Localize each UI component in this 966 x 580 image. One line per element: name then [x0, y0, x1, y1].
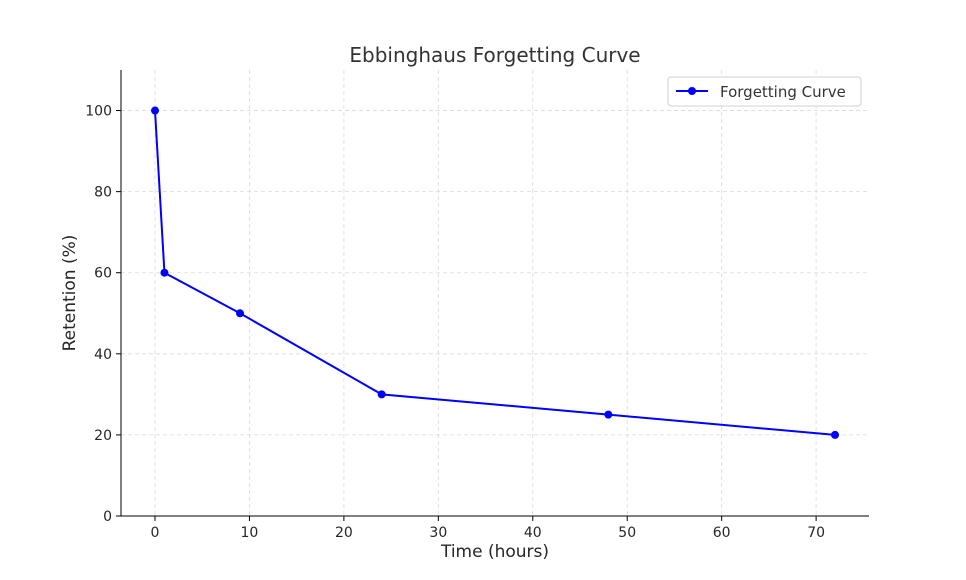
- legend-box: [667, 76, 862, 107]
- x-tick-label: 60: [713, 525, 731, 541]
- chart-title: Ebbinghaus Forgetting Curve: [349, 43, 640, 67]
- y-tick-label: 100: [85, 104, 112, 120]
- x-tick-label: 70: [807, 525, 825, 541]
- data-point: [831, 430, 839, 439]
- data-point: [236, 309, 244, 318]
- data-point: [604, 410, 613, 419]
- legend-label: Forgetting Curve: [720, 83, 846, 101]
- x-tick-label: 50: [618, 525, 636, 541]
- data-point: [377, 390, 386, 399]
- x-tick-label: 10: [241, 525, 259, 541]
- x-tick-label: 40: [524, 525, 542, 541]
- legend-marker-icon: [688, 87, 696, 95]
- series-line: [154, 110, 836, 436]
- legend: Forgetting Curve: [667, 76, 862, 107]
- grid-lines: [121, 70, 869, 517]
- x-axis-label: Time (hours): [440, 542, 549, 562]
- data-point: [160, 268, 169, 277]
- data-point: [151, 106, 159, 115]
- x-tick-label: 30: [429, 525, 447, 541]
- y-tick-label: 0: [103, 509, 112, 525]
- y-tick-label: 40: [94, 347, 112, 363]
- data-series: [151, 106, 839, 439]
- y-tick-label: 60: [94, 266, 112, 282]
- y-tick-label: 80: [94, 185, 112, 201]
- axes: [116, 70, 869, 521]
- x-tick-label: 20: [335, 525, 353, 541]
- tick-labels: 0 10 20 30 40 50 60 70 0 20 40 60 80 100: [85, 104, 825, 541]
- y-axis-label: Retention (%): [60, 235, 80, 352]
- y-tick-label: 20: [94, 428, 112, 444]
- x-tick-label: 0: [151, 525, 160, 541]
